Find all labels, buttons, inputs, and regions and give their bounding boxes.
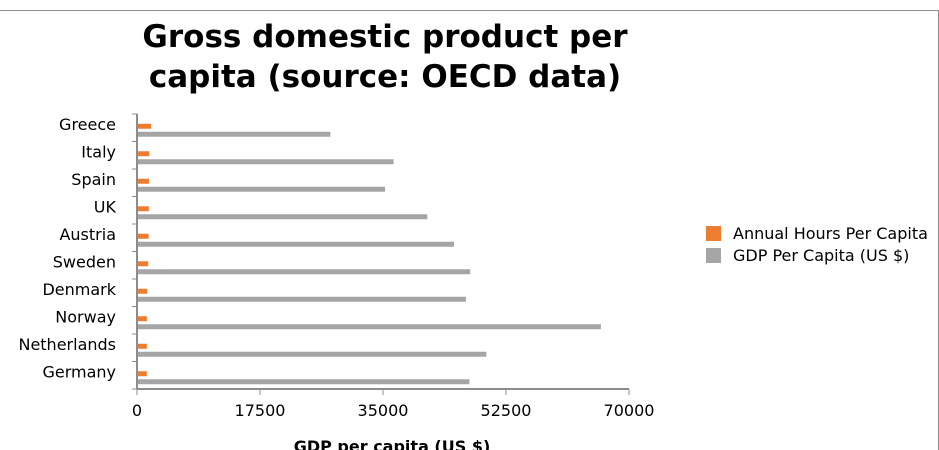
y-tick-label-uk: UK bbox=[94, 197, 117, 216]
legend-item-annual-hours: Annual Hours Per Capita bbox=[706, 223, 928, 243]
frame-border-top bbox=[0, 10, 939, 11]
y-tick-label-denmark: Denmark bbox=[42, 280, 116, 299]
bar-annual-hours-austria bbox=[138, 233, 149, 239]
legend-swatch bbox=[706, 247, 721, 263]
x-axis-title: GDP per capita (US $) bbox=[294, 437, 491, 450]
y-tick-label-italy: Italy bbox=[81, 142, 116, 161]
x-tick-label: 70000 bbox=[604, 401, 655, 420]
y-tick-label-greece: Greece bbox=[59, 115, 116, 134]
y-tick-label-austria: Austria bbox=[59, 225, 116, 244]
bar-annual-hours-spain bbox=[138, 178, 149, 184]
y-tick-label-spain: Spain bbox=[71, 170, 116, 189]
legend-label: Annual Hours Per Capita bbox=[733, 223, 928, 243]
bar-annual-hours-netherlands bbox=[138, 343, 147, 349]
x-tick-label: 35000 bbox=[358, 401, 409, 420]
legend-item-gdp: GDP Per Capita (US $) bbox=[706, 245, 928, 265]
bar-gdp-denmark bbox=[138, 296, 466, 302]
x-tick-label: 17500 bbox=[235, 401, 286, 420]
x-tick-label: 0 bbox=[132, 401, 142, 420]
legend-label: GDP Per Capita (US $) bbox=[733, 245, 910, 265]
legend-swatch bbox=[706, 225, 721, 241]
bar-annual-hours-norway bbox=[138, 316, 147, 322]
legend: Annual Hours Per Capita GDP Per Capita (U… bbox=[706, 223, 928, 267]
y-tick-label-netherlands: Netherlands bbox=[18, 335, 116, 354]
y-tick-label-germany: Germany bbox=[42, 362, 116, 381]
y-tick-label-norway: Norway bbox=[55, 307, 116, 326]
bar-gdp-austria bbox=[138, 241, 454, 247]
bar-annual-hours-uk bbox=[138, 206, 149, 212]
bar-annual-hours-italy bbox=[138, 151, 150, 157]
bar-gdp-uk bbox=[138, 214, 428, 220]
bar-gdp-greece bbox=[138, 131, 331, 137]
bar-gdp-netherlands bbox=[138, 351, 487, 357]
bar-annual-hours-greece bbox=[138, 123, 152, 129]
bar-gdp-spain bbox=[138, 186, 386, 192]
chart-title: Gross domestic product per capita (sourc… bbox=[142, 19, 628, 95]
bar-annual-hours-germany bbox=[138, 371, 147, 377]
bar-annual-hours-denmark bbox=[138, 288, 148, 294]
bar-gdp-italy bbox=[138, 159, 394, 165]
bar-annual-hours-sweden bbox=[138, 261, 149, 267]
bar-gdp-norway bbox=[138, 324, 601, 330]
bar-gdp-sweden bbox=[138, 269, 471, 275]
bar-gdp-germany bbox=[138, 379, 470, 385]
x-tick-label: 52500 bbox=[481, 401, 532, 420]
y-tick-label-sweden: Sweden bbox=[53, 252, 116, 271]
